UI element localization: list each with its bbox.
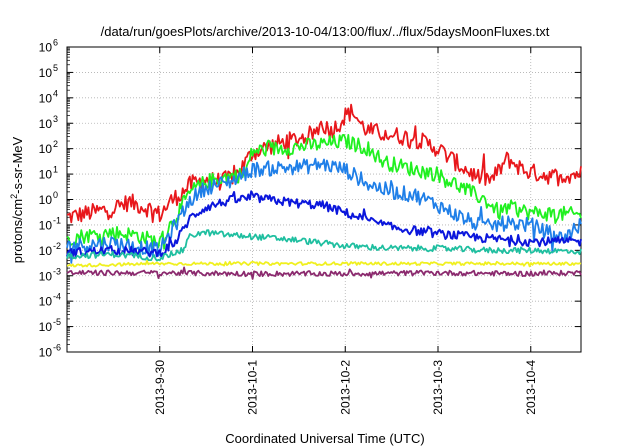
x-axis-label: Coordinated Universal Time (UTC) [225, 431, 424, 446]
grid [67, 47, 581, 352]
y-tick-label: 103 [39, 114, 58, 131]
y-tick-label: 105 [39, 63, 58, 80]
series-line-4 [66, 190, 582, 258]
y-tick-label: 10-6 [39, 343, 61, 360]
y-tick-label: 102 [39, 139, 58, 156]
y-axis-label-base: protons/cm [10, 199, 25, 263]
y-tick-label: 10-4 [39, 292, 61, 309]
y-tick-label: 101 [39, 165, 58, 182]
x-tick-label: 2013-9-30 [153, 360, 167, 415]
y-axis-label-sup: 2 [9, 194, 19, 199]
y-tick-label: 10-1 [39, 215, 61, 232]
x-tick-label: 2013-10-3 [431, 360, 445, 415]
y-tick-label: 106 [39, 38, 58, 55]
series-line-1 [66, 103, 582, 224]
plot-frame [66, 46, 582, 353]
series-group [66, 103, 582, 280]
y-tick-label: 100 [39, 190, 58, 207]
series-line-7 [66, 266, 582, 280]
y-tick-label: 104 [39, 88, 58, 105]
x-tick-label: 2013-10-1 [246, 360, 260, 415]
series-line-5 [66, 229, 582, 262]
x-tick-label: 2013-10-2 [338, 360, 352, 415]
y-tick-label: 10-5 [39, 317, 61, 334]
y-axis-label-rest: -s-sr-MeV [10, 136, 25, 193]
y-tick-label: 10-2 [39, 241, 61, 258]
chart-title: /data/run/goesPlots/archive/2013-10-04/1… [101, 24, 550, 39]
x-tick-label: 2013-10-4 [524, 360, 538, 415]
y-tick-label: 10-3 [39, 266, 61, 283]
y-axis: 10-6 10-5 10-4 10-3 10-2 10-1 100 101 102 103 104 1… [39, 38, 581, 360]
x-axis: 2013-9-30 2013-10-1 2013-10-2 2013-10-3 2013… [153, 47, 538, 415]
series-line-6 [66, 259, 582, 268]
y-axis-label: protons/cm2-s-sr-MeV [9, 136, 25, 263]
